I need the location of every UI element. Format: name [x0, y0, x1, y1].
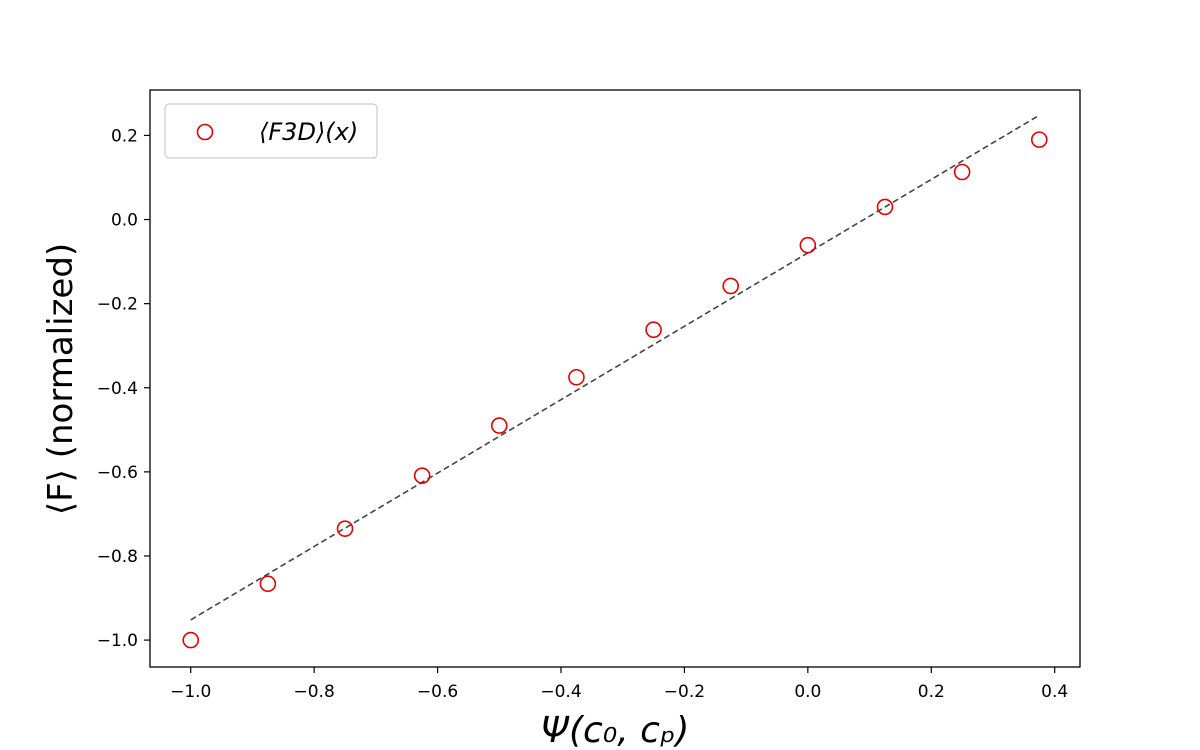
x-tick-label: −0.6 — [417, 682, 458, 702]
data-point — [413, 467, 431, 484]
x-tick-label: −0.4 — [540, 682, 581, 702]
data-point — [953, 163, 971, 181]
data-point — [645, 321, 662, 339]
data-point — [722, 277, 740, 295]
data-point — [259, 575, 277, 593]
axes-frame — [149, 89, 1081, 668]
y-tick-label: −0.4 — [97, 379, 138, 399]
y-axis-title: ⟨F⟩ (normalized) — [41, 243, 81, 515]
data-point — [1030, 131, 1048, 148]
data-point — [876, 198, 894, 216]
x-axis-title: Ψ(c₀, cₚ) — [541, 710, 690, 750]
data-point — [490, 417, 508, 434]
x-tick-label: 0.0 — [794, 682, 821, 702]
plot-area — [150, 90, 1080, 667]
data-point — [568, 368, 585, 386]
y-tick-label: −0.8 — [97, 547, 138, 567]
data-point — [799, 236, 817, 254]
y-tick-label: −0.6 — [97, 463, 138, 483]
fit-line — [190, 114, 1040, 621]
y-tick-label: 0.0 — [111, 211, 138, 231]
legend-box — [164, 103, 378, 159]
x-tick-label: −0.2 — [664, 682, 705, 702]
x-tick-label: −0.8 — [294, 682, 335, 702]
data-point — [182, 631, 200, 649]
y-tick-label: −0.2 — [97, 295, 138, 315]
x-tick-label: 0.4 — [1041, 682, 1068, 702]
y-tick-label: −1.0 — [97, 631, 138, 651]
legend-marker-icon — [196, 123, 214, 141]
legend-label: ⟨F3D⟩(x) — [259, 118, 358, 146]
legend: ⟨F3D⟩(x) — [164, 103, 378, 159]
y-tick-label: 0.2 — [111, 126, 138, 146]
x-tick-label: −1.0 — [170, 682, 211, 702]
data-point — [336, 520, 354, 537]
x-tick-label: 0.2 — [918, 682, 945, 702]
